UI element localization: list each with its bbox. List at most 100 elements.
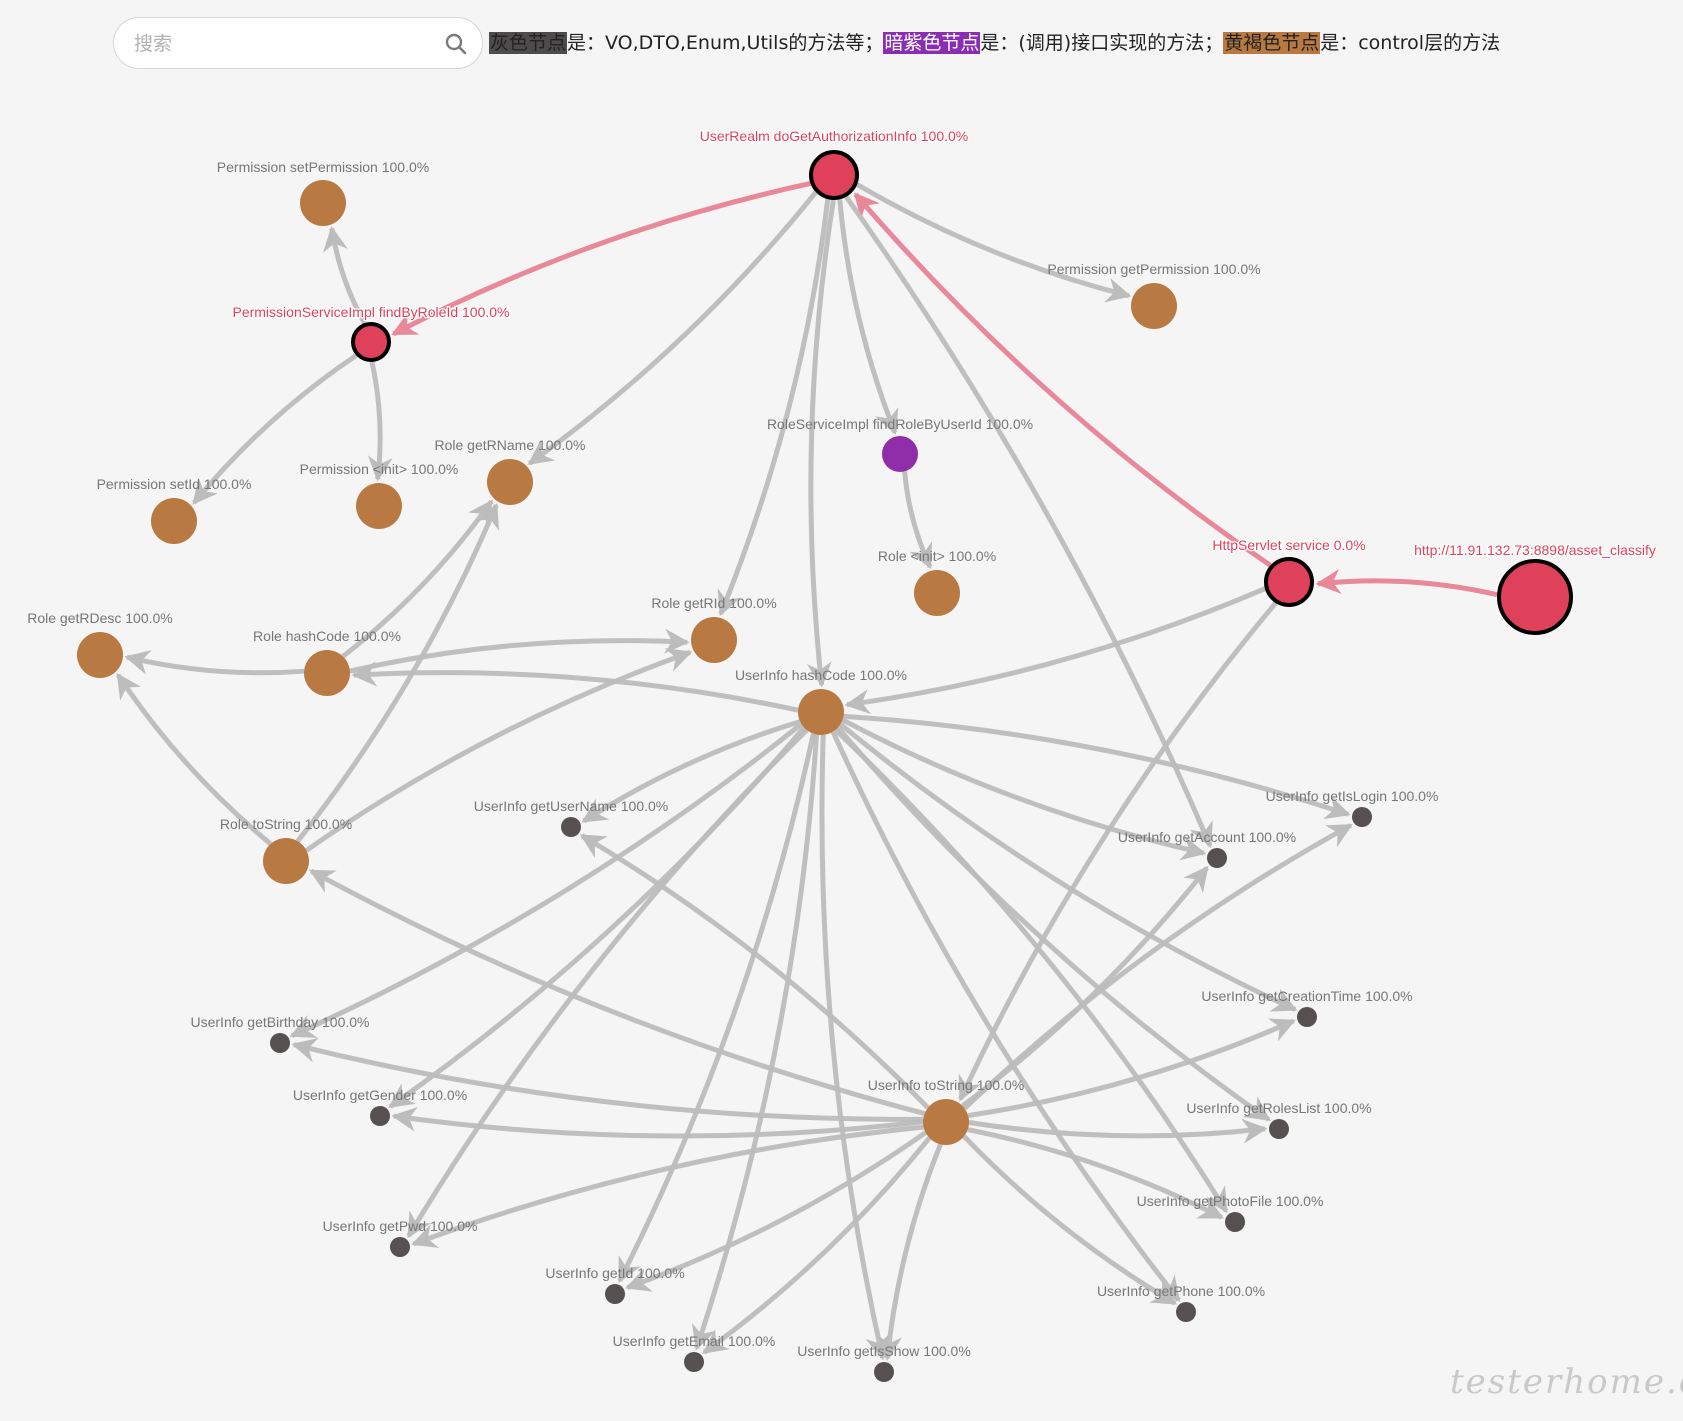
edge-n_role_hash-to-n_role_getrname [341,499,494,659]
node-n_role_getrid[interactable] [691,617,737,663]
edge-n_ui_tostr-to-n_ui_photo [967,1127,1225,1220]
edge-n_ui_hash-to-n_ui_photo [833,728,1229,1214]
node-label-n_perm_get: Permission getPermission 100.0% [1047,261,1260,277]
node-label-n_ui_account: UserInfo getAccount 100.0% [1118,829,1296,845]
node-label-n_ui_roles: UserInfo getRolesList 100.0% [1186,1100,1371,1116]
edge-n_role_hash-to-n_role_getrid [349,628,690,674]
node-n_ui_account[interactable] [1207,848,1227,868]
edge-n_realm-to-n_role_getrname [527,190,818,466]
node-n_ui_pwd[interactable] [390,1237,410,1257]
edge-n_ui_hash-to-n_ui_gender [388,725,806,1109]
edge-n_ui_hash-to-n_ui_birthday [289,722,803,1038]
node-label-n_ui_phone: UserInfo getPhone 100.0% [1097,1283,1265,1299]
node-label-n_perm_setid: Permission setId 100.0% [97,476,252,492]
node-n_ui_isshow[interactable] [874,1362,894,1382]
edge-n_ui_hash-to-n_ui_phone [830,730,1181,1303]
edge-n_ui_tostr-to-n_role_tostr [308,868,926,1116]
label-layer: http://11.91.132.73:8898/asset_classify H… [27,127,1657,1359]
edge-n_ui_hash-to-n_ui_id [617,733,816,1284]
node-label-n_perm_init: Permission <init> 100.0% [300,461,459,477]
edge-n_servlet-to-n_ui_tostr [958,601,1278,1102]
node-n_perm_init[interactable] [356,483,402,529]
node-n_rolesvc[interactable] [882,436,918,472]
node-label-n_ui_creation: UserInfo getCreationTime 100.0% [1201,988,1412,1004]
node-label-n_ui_islogin: UserInfo getIsLogin 100.0% [1266,788,1439,804]
search-input[interactable] [132,28,436,60]
node-label-n_servlet: HttpServlet service 0.0% [1212,537,1365,553]
node-n_ui_phone[interactable] [1176,1302,1196,1322]
edge-n_ui_tostr-to-n_ui_creation [967,1018,1296,1119]
search-icon[interactable] [444,32,468,56]
node-n_ui_gender[interactable] [370,1106,390,1126]
node-n_ui_hash[interactable] [798,689,844,735]
node-n_realm[interactable] [809,150,859,200]
node-n_ui_photo[interactable] [1225,1212,1245,1232]
node-n_role_hash[interactable] [304,650,350,696]
node-n_role_getrname[interactable] [487,459,533,505]
node-n_perm_setid[interactable] [151,498,197,544]
node-n_ui_id[interactable] [605,1284,625,1304]
edge-n_url-to-n_servlet [1315,569,1498,598]
edge-n_role_tostr-to-n_role_getrdesc [116,672,273,846]
node-n_ui_username[interactable] [561,817,581,837]
node-label-n_ui_pwd: UserInfo getPwd 100.0% [323,1218,478,1234]
edge-n_realm-to-n_rolesvc [837,199,899,435]
legend-text-gray: 是：VO,DTO,Enum,Utils的方法等； [567,32,884,54]
edge-n_ui_tostr-to-n_ui_account [960,865,1209,1108]
node-n_ui_roles[interactable] [1269,1119,1289,1139]
node-label-n_ui_email: UserInfo getEmail 100.0% [613,1333,776,1349]
edge-n_servlet-to-n_realm [853,192,1272,568]
node-label-n_permsvc: PermissionServiceImpl findByRoleId 100.0… [232,304,509,320]
legend-swatch-brown: 黄褐色节点 [1223,32,1321,54]
edge-n_ui_tostr-to-n_ui_phone [962,1134,1178,1306]
edge-n_ui_hash-to-n_ui_username [581,719,801,824]
edge-n_role_tostr-to-n_role_getrname [295,502,500,843]
edge-n_realm-to-n_ui_hash [806,199,836,688]
edge-n_ui_tostr-to-n_ui_gender [391,1106,924,1139]
node-n_role_tostr[interactable] [263,838,309,884]
node-n_ui_creation[interactable] [1297,1007,1317,1027]
node-label-n_ui_id: UserInfo getId 100.0% [545,1265,684,1281]
node-label-n_role_getrdesc: Role getRDesc 100.0% [27,610,173,626]
node-label-n_ui_birthday: UserInfo getBirthday 100.0% [191,1014,370,1030]
edge-n_ui_hash-to-n_role_hash [351,661,799,713]
node-label-n_ui_tostr: UserInfo toString 100.0% [868,1077,1024,1093]
legend-swatch-gray: 灰色节点 [489,32,568,54]
node-n_role_getrdesc[interactable] [77,632,123,678]
node-label-n_perm_set: Permission setPermission 100.0% [217,159,429,175]
edge-n_servlet-to-n_ui_hash [844,586,1266,715]
node-label-n_role_hash: Role hashCode 100.0% [253,628,401,644]
node-n_ui_email[interactable] [684,1352,704,1372]
node-label-n_ui_hash: UserInfo hashCode 100.0% [735,667,907,683]
node-n_ui_birthday[interactable] [270,1033,290,1053]
watermark: testerhome.com [1450,1362,1683,1402]
edge-n_rolesvc-to-n_role_init [902,471,933,570]
node-label-n_realm: UserRealm doGetAuthorizationInfo 100.0% [700,128,968,144]
node-label-n_rolesvc: RoleServiceImpl findRoleByUserId 100.0% [767,416,1033,432]
legend: 灰色节点是：VO,DTO,Enum,Utils的方法等；暗紫色节点是：(调用)接… [489,29,1500,57]
node-n_perm_get[interactable] [1131,283,1177,329]
edge-n_permsvc-to-n_perm_setid [192,353,358,505]
node-label-n_url: http://11.91.132.73:8898/asset_classify [1414,542,1656,558]
edge-n_ui_tostr-to-n_ui_username [579,833,930,1110]
edge-n_realm-to-n_role_getrid [717,198,831,617]
node-label-n_ui_username: UserInfo getUserName 100.0% [474,798,669,814]
edge-n_ui_tostr-to-n_ui_id [625,1130,928,1292]
node-label-n_role_init: Role <init> 100.0% [878,548,996,564]
node-n_role_init[interactable] [914,570,960,616]
edge-n_ui_tostr-to-n_ui_pwd [411,1124,924,1248]
edge-n_ui_hash-to-n_ui_creation [838,722,1298,1012]
search-box[interactable] [113,17,483,69]
node-label-n_role_tostr: Role toString 100.0% [220,816,352,832]
node-n_permsvc[interactable] [351,322,391,362]
node-label-n_role_getrid: Role getRId 100.0% [651,595,776,611]
node-n_perm_set[interactable] [300,180,346,226]
node-n_ui_islogin[interactable] [1352,807,1372,827]
node-n_url[interactable] [1497,559,1573,635]
edge-n_ui_hash-to-n_ui_isshow [819,734,890,1361]
node-n_ui_tostr[interactable] [923,1099,969,1145]
edge-n_realm-to-n_permsvc [391,181,812,337]
node-n_servlet[interactable] [1264,557,1314,607]
node-label-n_ui_gender: UserInfo getGender 100.0% [293,1087,467,1103]
